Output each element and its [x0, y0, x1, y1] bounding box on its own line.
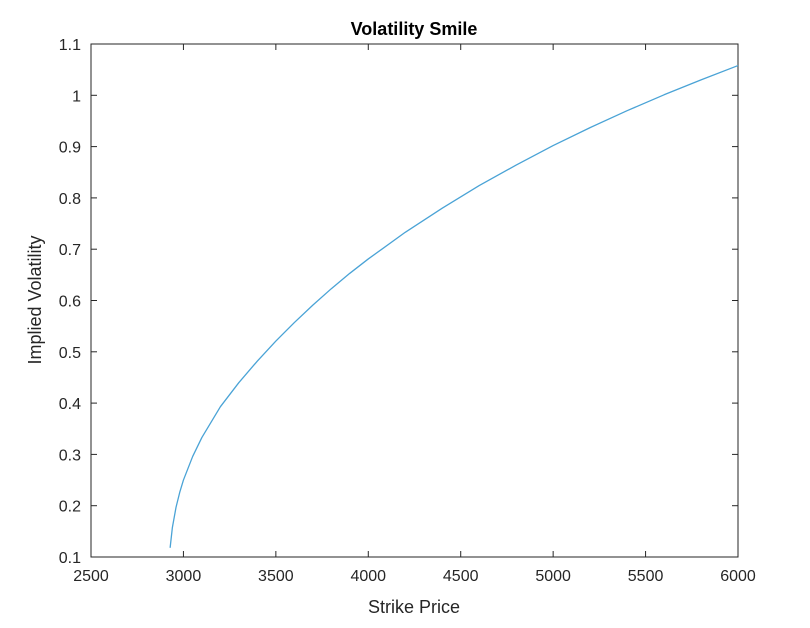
- y-tick-label: 0.7: [59, 242, 81, 259]
- x-tick-label: 3000: [166, 568, 202, 585]
- y-tick-label: 1: [72, 88, 81, 105]
- x-tick-label: 6000: [720, 568, 756, 585]
- y-tick-label: 0.5: [59, 345, 81, 362]
- y-tick-label: 0.9: [59, 140, 81, 157]
- y-axis: 0.1 0.2 0.3 0.4 0.5 0.6 0.7 0.8 0.9 1 1.1: [59, 37, 738, 567]
- y-tick-label: 0.3: [59, 447, 81, 464]
- x-axis-label: Strike Price: [368, 597, 460, 617]
- x-tick-label: 5500: [628, 568, 664, 585]
- y-tick-label: 0.4: [59, 396, 81, 413]
- x-tick-label: 4500: [443, 568, 479, 585]
- x-tick-label: 2500: [73, 568, 109, 585]
- series-layer: [169, 64, 739, 548]
- series-line: [169, 64, 739, 548]
- plot-area: [90, 43, 739, 558]
- x-tick-label: 5000: [535, 568, 571, 585]
- x-tick-label: 3500: [258, 568, 294, 585]
- y-tick-label: 0.6: [59, 294, 81, 311]
- y-tick-label: 0.1: [59, 550, 81, 567]
- y-tick-label: 0.2: [59, 499, 81, 516]
- x-axis: 2500 3000 3500 4000 4500 5000 5500 6000: [73, 44, 756, 585]
- y-axis-label: Implied Volatility: [25, 235, 45, 364]
- y-tick-label: 1.1: [59, 37, 81, 54]
- x-tick-label: 4000: [350, 568, 386, 585]
- y-tick-label: 0.8: [59, 191, 81, 208]
- chart-title: Volatility Smile: [351, 19, 478, 39]
